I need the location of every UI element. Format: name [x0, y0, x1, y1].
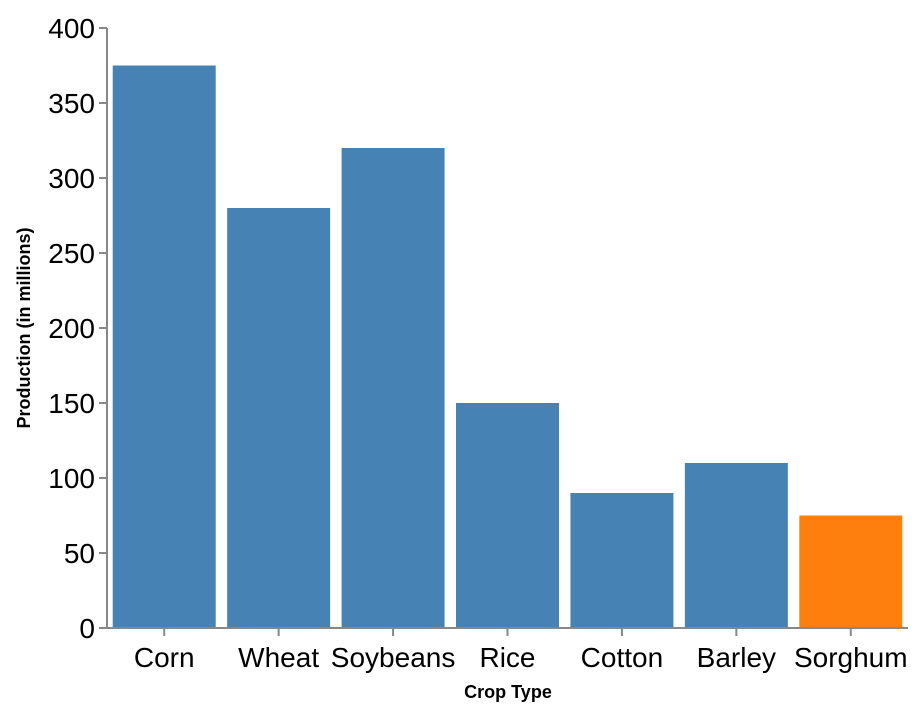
x-axis-title: Crop Type — [464, 682, 552, 702]
y-tick-label: 350 — [48, 88, 95, 119]
bar-barley — [684, 463, 788, 628]
bar-soybeans — [341, 148, 445, 628]
x-tick-label: Sorghum — [794, 642, 908, 673]
x-axis-ticks: Corn Wheat Soybeans Rice Cotton Barley Sorghum — [134, 628, 908, 673]
x-tick-label: Cotton — [581, 642, 664, 673]
x-tick-label: Rice — [479, 642, 535, 673]
y-tick-label: 200 — [48, 313, 95, 344]
y-tick-label: 50 — [64, 538, 95, 569]
y-axis-title: Production (in millions) — [14, 228, 34, 429]
y-tick-label: 300 — [48, 163, 95, 194]
y-tick-label: 250 — [48, 238, 95, 269]
bar-rice — [456, 403, 559, 628]
x-tick-label: Corn — [134, 642, 195, 673]
bar-sorghum — [799, 515, 903, 628]
x-tick-label: Soybeans — [331, 642, 456, 673]
x-tick-label: Barley — [697, 642, 776, 673]
bar-cotton — [570, 493, 674, 628]
y-tick-label: 400 — [48, 13, 95, 44]
y-tick-label: 0 — [79, 613, 95, 644]
y-tick-label: 150 — [48, 388, 95, 419]
x-tick-label: Wheat — [238, 642, 319, 673]
bar-corn — [112, 65, 216, 628]
bar-wheat — [227, 208, 331, 628]
y-axis-ticks: 0 50 100 150 200 250 300 350 400 — [48, 13, 107, 644]
plot-area — [112, 65, 903, 628]
y-tick-label: 100 — [48, 463, 95, 494]
